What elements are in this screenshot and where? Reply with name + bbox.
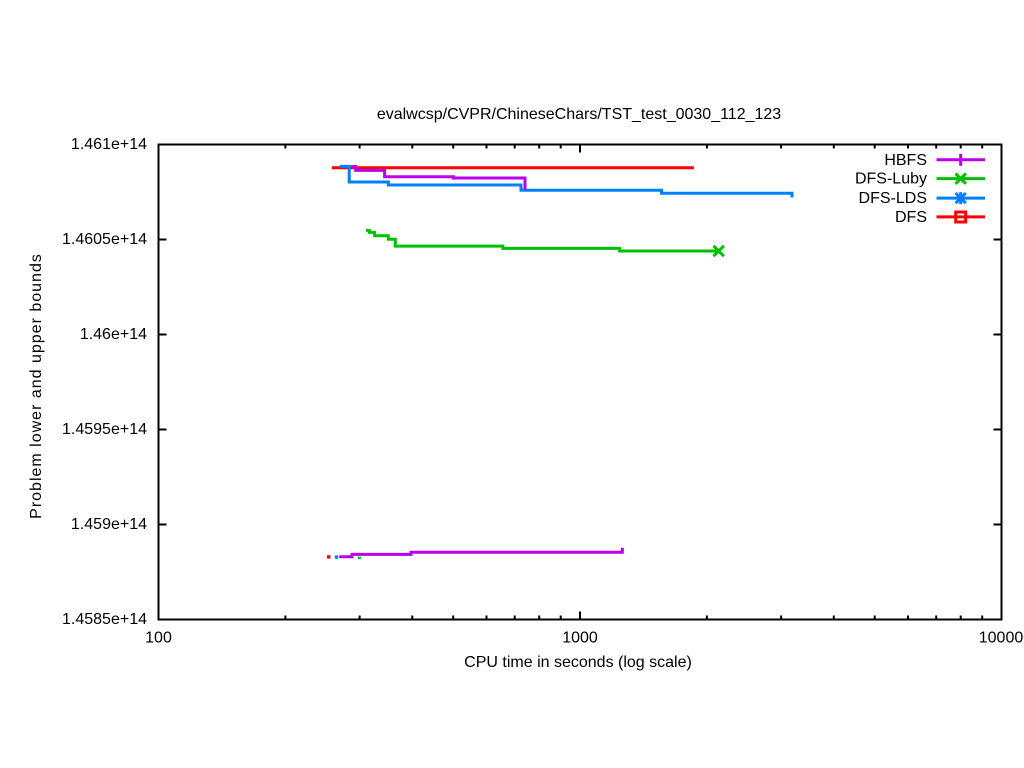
svg-text:100: 100 <box>145 630 172 647</box>
svg-text:evalwcsp/CVPR/ChineseChars/TST: evalwcsp/CVPR/ChineseChars/TST_test_0030… <box>377 106 781 123</box>
svg-text:1000: 1000 <box>562 630 598 647</box>
svg-text:Problem lower and upper bounds: Problem lower and upper bounds <box>28 253 45 519</box>
svg-text:1.4585e+14: 1.4585e+14 <box>62 611 147 628</box>
svg-text:HBFS: HBFS <box>884 152 927 169</box>
svg-text:CPU time in seconds (log scale: CPU time in seconds (log scale) <box>464 654 692 671</box>
svg-text:1.4595e+14: 1.4595e+14 <box>62 421 147 438</box>
svg-text:1.459e+14: 1.459e+14 <box>71 516 147 533</box>
svg-text:1.46e+14: 1.46e+14 <box>80 326 147 343</box>
svg-text:1.461e+14: 1.461e+14 <box>71 136 147 153</box>
svg-text:1.4605e+14: 1.4605e+14 <box>62 231 147 248</box>
svg-text:10000: 10000 <box>979 630 1024 647</box>
svg-text:DFS: DFS <box>895 209 927 226</box>
svg-text:DFS-Luby: DFS-Luby <box>855 171 927 188</box>
svg-text:DFS-LDS: DFS-LDS <box>859 190 927 207</box>
